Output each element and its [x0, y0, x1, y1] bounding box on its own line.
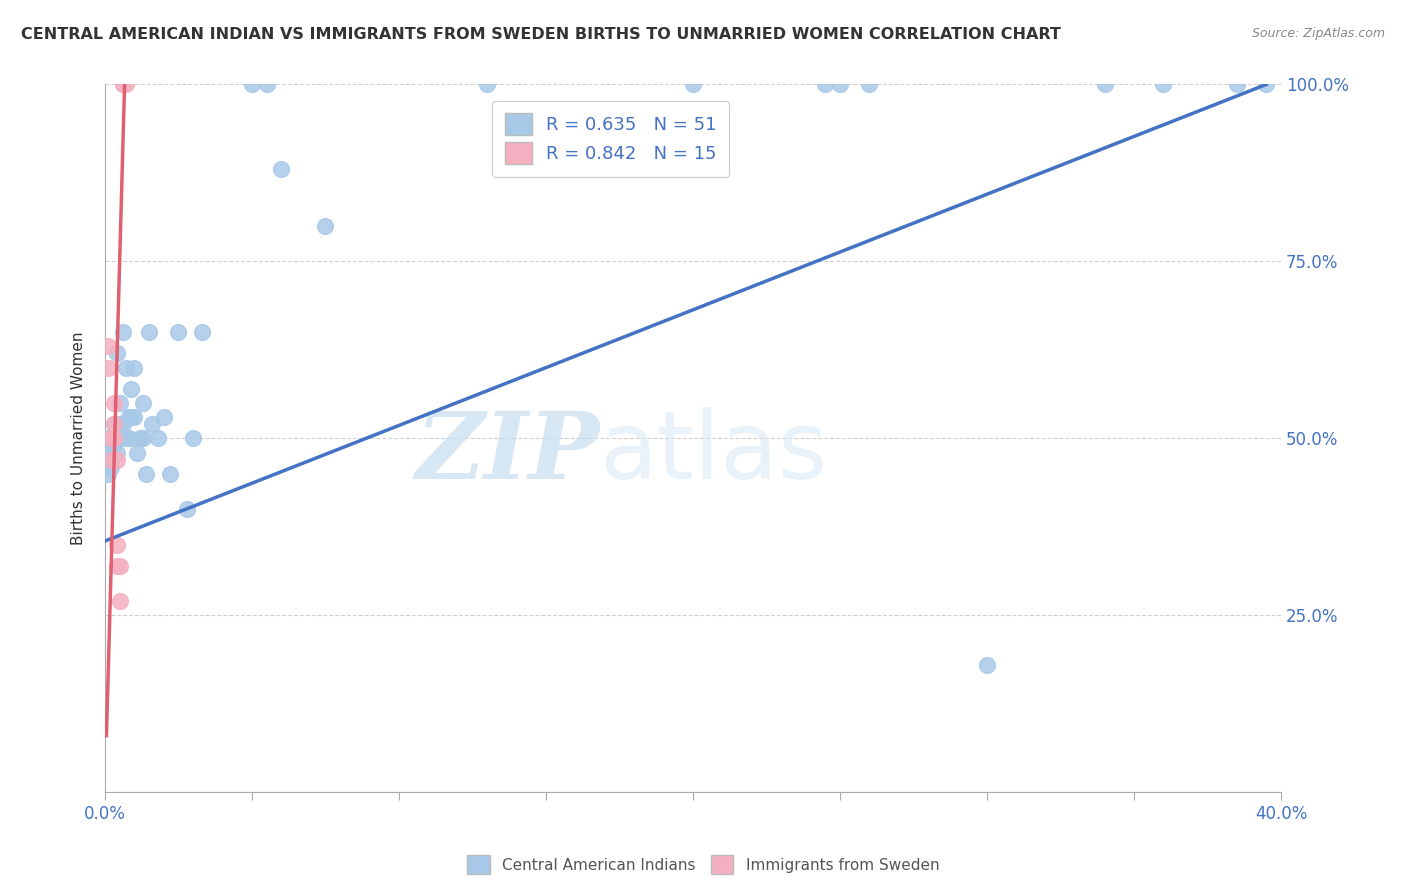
Point [105, 558, 128, 573]
Point [111, 78, 134, 92]
Text: ZIP: ZIP [415, 408, 599, 498]
Point [240, 78, 263, 92]
Point [176, 502, 198, 516]
Point [97, 431, 120, 445]
Legend: R = 0.635   N = 51, R = 0.842   N = 15: R = 0.635 N = 51, R = 0.842 N = 15 [492, 101, 730, 178]
Point [256, 78, 278, 92]
Point [141, 417, 163, 432]
Point [146, 431, 169, 445]
Point [100, 431, 122, 445]
Point [152, 410, 174, 425]
Point [100, 431, 122, 445]
Point [132, 396, 155, 410]
Point [1256, 78, 1278, 92]
Point [314, 219, 336, 233]
Point [270, 162, 292, 177]
Point [159, 467, 181, 481]
Point [97, 467, 120, 481]
Point [1226, 78, 1249, 92]
Point [191, 325, 214, 339]
Point [814, 78, 837, 92]
Point [105, 346, 128, 360]
Point [124, 410, 146, 425]
Point [111, 78, 134, 92]
Point [477, 78, 499, 92]
Point [976, 657, 998, 672]
Point [135, 467, 157, 481]
Point [120, 382, 142, 396]
Legend: Central American Indians, Immigrants from Sweden: Central American Indians, Immigrants fro… [461, 849, 945, 880]
Point [1152, 78, 1174, 92]
Point [138, 325, 160, 339]
Point [117, 410, 139, 425]
Point [181, 431, 204, 445]
Point [858, 78, 880, 92]
Point [103, 417, 125, 432]
Point [105, 445, 128, 459]
Point [124, 360, 146, 375]
Point [108, 558, 131, 573]
Point [97, 360, 120, 375]
Y-axis label: Births to Unmarried Women: Births to Unmarried Women [72, 332, 86, 545]
Point [108, 594, 131, 608]
Point [108, 417, 131, 432]
Point [103, 438, 125, 452]
Text: CENTRAL AMERICAN INDIAN VS IMMIGRANTS FROM SWEDEN BIRTHS TO UNMARRIED WOMEN CORR: CENTRAL AMERICAN INDIAN VS IMMIGRANTS FR… [21, 27, 1062, 42]
Point [97, 452, 120, 467]
Point [114, 360, 136, 375]
Text: atlas: atlas [599, 407, 827, 499]
Point [120, 410, 142, 425]
Point [108, 431, 131, 445]
Point [111, 325, 134, 339]
Point [127, 445, 149, 459]
Point [129, 431, 152, 445]
Point [105, 452, 128, 467]
Point [114, 78, 136, 92]
Point [114, 431, 136, 445]
Point [103, 396, 125, 410]
Point [828, 78, 851, 92]
Point [117, 431, 139, 445]
Point [103, 417, 125, 432]
Point [103, 431, 125, 445]
Point [1094, 78, 1116, 92]
Point [97, 339, 120, 353]
Point [167, 325, 190, 339]
Point [132, 431, 155, 445]
Point [682, 78, 704, 92]
Point [105, 537, 128, 551]
Text: Source: ZipAtlas.com: Source: ZipAtlas.com [1251, 27, 1385, 40]
Point [100, 459, 122, 474]
Point [100, 452, 122, 467]
Point [97, 445, 120, 459]
Point [111, 417, 134, 432]
Point [108, 396, 131, 410]
